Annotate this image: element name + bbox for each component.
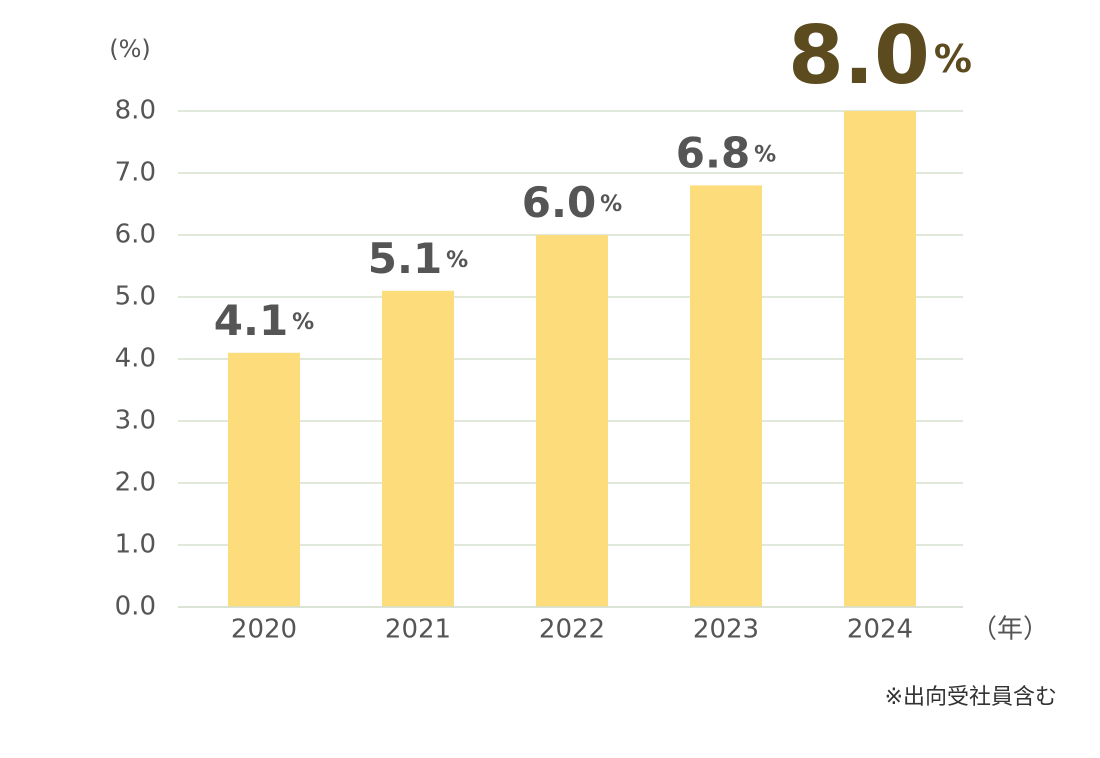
y-tick-label: 2.0 xyxy=(115,468,156,498)
y-tick-label: 8.0 xyxy=(115,96,156,126)
value-label: 4.1% xyxy=(214,295,314,344)
note: ※出向受社員含む xyxy=(885,685,1057,710)
bar xyxy=(844,111,916,607)
value-label: 6.0% xyxy=(522,178,622,227)
y-axis-label: (%) xyxy=(109,35,151,63)
bar xyxy=(228,352,300,607)
y-tick-label: 0.0 xyxy=(115,592,156,622)
value-label: 6.8% xyxy=(676,128,776,177)
y-tick-label: 5.0 xyxy=(115,282,156,312)
bar xyxy=(382,290,454,607)
x-tick-label: 2021 xyxy=(385,615,451,645)
x-tick-label: 2020 xyxy=(231,615,297,645)
x-tick-label: 2024 xyxy=(847,615,913,645)
value-label: 5.1% xyxy=(368,233,468,282)
x-tick-label: 2022 xyxy=(539,615,605,645)
bar xyxy=(690,185,762,607)
y-tick-label: 7.0 xyxy=(115,158,156,188)
bar xyxy=(536,235,608,607)
x-tick-label: 2023 xyxy=(693,615,759,645)
y-tick-label: 4.0 xyxy=(115,344,156,374)
y-tick-label: 3.0 xyxy=(115,406,156,436)
value-label: 8.0% xyxy=(788,9,972,102)
y-tick-label: 6.0 xyxy=(115,220,156,250)
y-tick-label: 1.0 xyxy=(115,530,156,560)
x-axis-label: （年） xyxy=(971,615,1049,645)
